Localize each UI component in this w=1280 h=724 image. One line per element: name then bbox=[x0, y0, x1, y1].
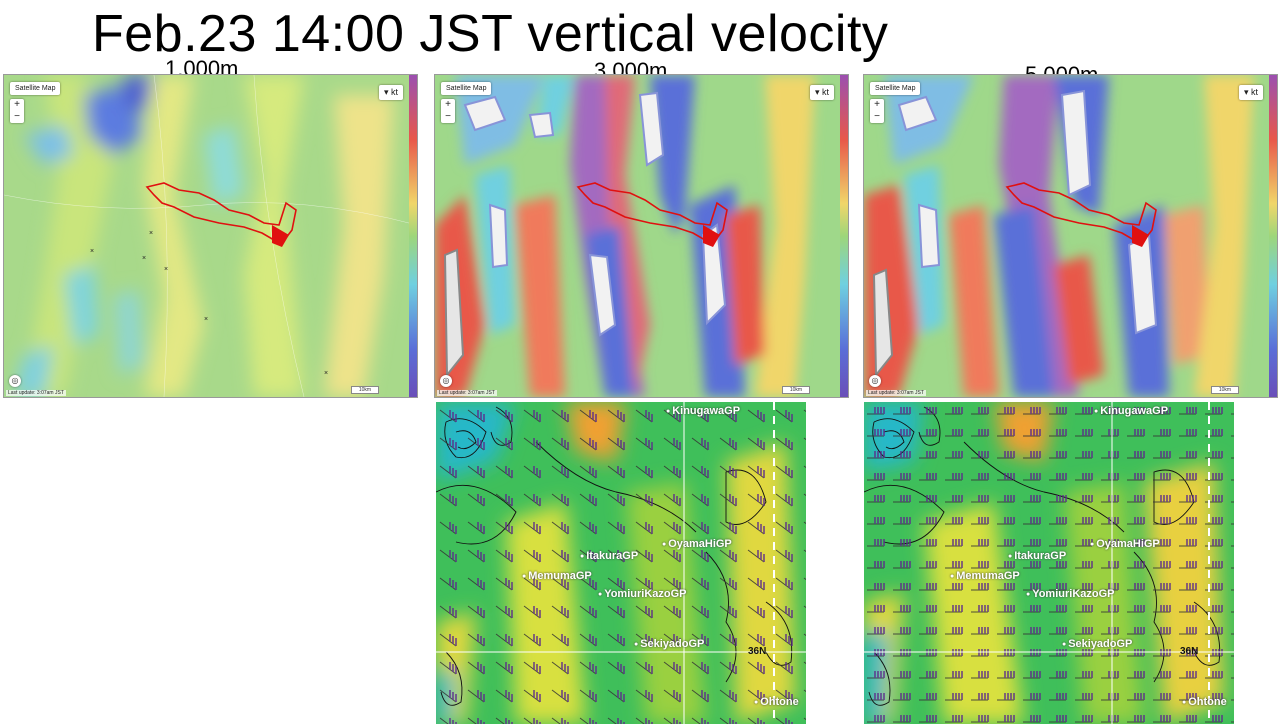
latitude-label: 36N bbox=[748, 646, 767, 657]
satellite-map-button[interactable]: Satellite Map bbox=[870, 82, 921, 95]
zoom-out-button[interactable]: − bbox=[14, 111, 20, 122]
zoom-in-button[interactable]: + bbox=[14, 99, 20, 110]
gp-label: KinugawaGP bbox=[666, 405, 740, 417]
zoom-in-button[interactable]: + bbox=[445, 99, 451, 110]
wind-barb-map-3000m: KinugawaGP ItakuraGP OyamaHiGP MemumaGP … bbox=[436, 402, 806, 724]
gp-label: KinugawaGP bbox=[1094, 405, 1168, 417]
scale-bar: 10km bbox=[782, 386, 810, 394]
svg-text:×: × bbox=[324, 370, 328, 377]
gp-label: OyamaHiGP bbox=[662, 538, 732, 550]
zoom-out-button[interactable]: − bbox=[445, 111, 451, 122]
satellite-map-button[interactable]: Satellite Map bbox=[441, 82, 492, 95]
scale-bar: 10km bbox=[351, 386, 379, 394]
gp-label: YomiuriKazoGP bbox=[598, 588, 686, 600]
unit-select-button[interactable]: ▾ kt bbox=[1238, 85, 1263, 100]
gp-label: YomiuriKazoGP bbox=[1026, 588, 1114, 600]
gp-label: OyamaHiGP bbox=[1090, 538, 1160, 550]
wind-field bbox=[864, 402, 1234, 724]
wind-field bbox=[436, 402, 806, 724]
svg-text:×: × bbox=[142, 255, 146, 262]
velocity-field: × × × × × × bbox=[4, 75, 417, 397]
unit-select-button[interactable]: ▾ kt bbox=[809, 85, 834, 100]
satellite-map-button[interactable]: Satellite Map bbox=[10, 82, 61, 95]
svg-text:×: × bbox=[90, 248, 94, 255]
vertical-velocity-map-5000m[interactable]: Satellite Map + − ▾ kt ◎ Last update: 3:… bbox=[863, 74, 1278, 398]
locate-icon[interactable]: ◎ bbox=[440, 375, 452, 387]
svg-text:×: × bbox=[204, 316, 208, 323]
svg-text:×: × bbox=[149, 230, 153, 237]
gp-label: MemumaGP bbox=[950, 570, 1020, 582]
gp-label: ItakuraGP bbox=[1008, 550, 1066, 562]
zoom-control[interactable]: + − bbox=[441, 99, 455, 123]
zoom-in-button[interactable]: + bbox=[874, 99, 880, 110]
last-update-text: Last update: 3:07am JST bbox=[6, 390, 66, 396]
velocity-field bbox=[864, 75, 1277, 397]
wind-barb-map-5000m: KinugawaGP ItakuraGP OyamaHiGP MemumaGP … bbox=[864, 402, 1234, 724]
svg-text:×: × bbox=[164, 266, 168, 273]
gp-label: ItakuraGP bbox=[580, 550, 638, 562]
vertical-velocity-map-1000m[interactable]: × × × × × × Satellite Map + − ▾ kt ◎ Last up… bbox=[3, 74, 418, 398]
zoom-control[interactable]: + − bbox=[10, 99, 24, 123]
scale-bar: 10km bbox=[1211, 386, 1239, 394]
vertical-velocity-map-3000m[interactable]: Satellite Map + − ▾ kt ◎ Last update: 3:… bbox=[434, 74, 849, 398]
locate-icon[interactable]: ◎ bbox=[9, 375, 21, 387]
last-update-text: Last update: 3:07am JST bbox=[437, 390, 497, 396]
gp-label: MemumaGP bbox=[522, 570, 592, 582]
gp-label: Ohtone bbox=[1182, 696, 1227, 708]
gp-label: SekiyadoGP bbox=[634, 638, 704, 650]
gp-label: Ohtone bbox=[754, 696, 799, 708]
zoom-control[interactable]: + − bbox=[870, 99, 884, 123]
gp-label: SekiyadoGP bbox=[1062, 638, 1132, 650]
page-title: Feb.23 14:00 JST vertical velocity bbox=[92, 5, 889, 63]
latitude-label: 36N bbox=[1180, 646, 1199, 657]
locate-icon[interactable]: ◎ bbox=[869, 375, 881, 387]
unit-select-button[interactable]: ▾ kt bbox=[378, 85, 403, 100]
velocity-field bbox=[435, 75, 848, 397]
last-update-text: Last update: 3:07am JST bbox=[866, 390, 926, 396]
zoom-out-button[interactable]: − bbox=[874, 111, 880, 122]
